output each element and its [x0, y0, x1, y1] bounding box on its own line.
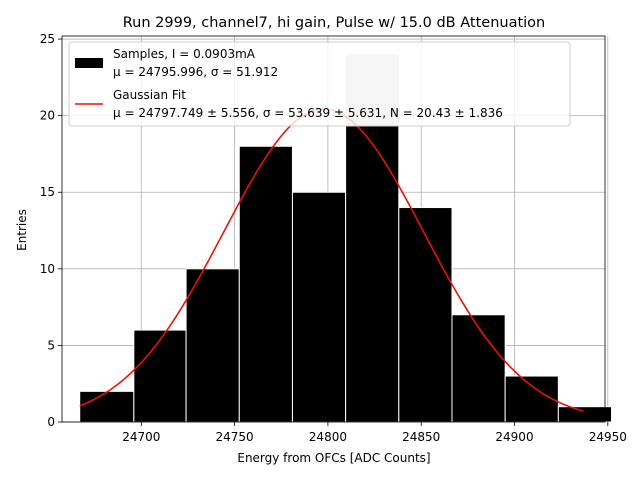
- histogram-bar: [291, 191, 347, 423]
- x-tick-label: 24850: [402, 430, 440, 444]
- legend-samples-label: Samples, I = 0.0903mA: [113, 47, 256, 61]
- x-tick-label: 24950: [589, 430, 627, 444]
- legend-fit-stats: μ = 24797.749 ± 5.556, σ = 53.639 ± 5.63…: [113, 106, 503, 120]
- histogram-bar: [451, 314, 506, 423]
- histogram-bars: [79, 53, 613, 423]
- legend-samples-stats: μ = 24795.996, σ = 51.912: [113, 65, 278, 79]
- histogram-bar: [79, 390, 135, 423]
- histogram-bar: [185, 268, 240, 423]
- y-tick-label: 20: [40, 109, 55, 123]
- x-axis-ticks: 24700 24750 24800 24850 24900 24950: [122, 422, 627, 444]
- legend-box: [68, 41, 571, 127]
- y-tick-label: 15: [40, 185, 55, 199]
- y-axis-label: Entries: [15, 209, 29, 251]
- histogram-bar: [398, 207, 453, 423]
- legend: Samples, I = 0.0903mA μ = 24795.996, σ =…: [68, 41, 571, 127]
- histogram-bar: [133, 329, 187, 423]
- y-tick-label: 0: [47, 415, 55, 429]
- x-tick-label: 24750: [216, 430, 254, 444]
- y-tick-label: 5: [47, 338, 55, 352]
- plot-frame: [61, 35, 606, 423]
- y-tick-label: 25: [40, 32, 55, 46]
- x-axis-label: Energy from OFCs [ADC Counts]: [237, 451, 430, 465]
- x-tick-label: 24700: [122, 430, 160, 444]
- histogram-bar: [504, 375, 559, 423]
- x-tick-label: 24900: [495, 430, 533, 444]
- x-tick-label: 24800: [309, 430, 347, 444]
- chart-title: Run 2999, channel7, hi gain, Pulse w/ 15…: [123, 15, 546, 31]
- legend-samples-swatch: [75, 58, 103, 68]
- y-tick-label: 10: [40, 262, 55, 276]
- y-axis-ticks: 0 5 10 15 20 25: [40, 32, 62, 429]
- legend-fit-label: Gaussian Fit: [113, 88, 186, 102]
- histogram-bar: [557, 406, 613, 423]
- histogram-bar: [238, 145, 293, 423]
